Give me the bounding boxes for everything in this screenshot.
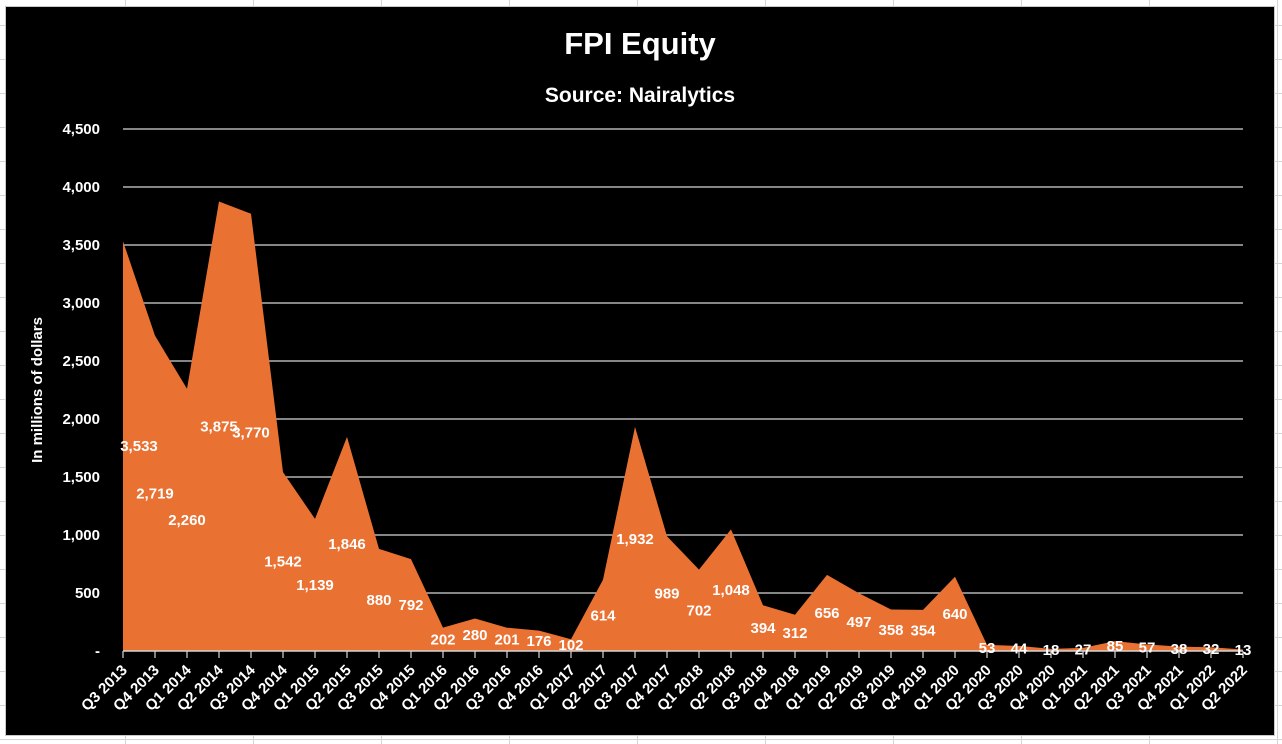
y-axis-tick-label: 3,000 — [62, 295, 100, 312]
data-label: 3,770 — [232, 424, 270, 441]
data-label: 1,932 — [616, 531, 654, 548]
data-label: 53 — [979, 640, 996, 657]
plot-area: - 500 1,000 1,500 2,000 2,500 3,000 3,500 4,000 4… — [29, 121, 1252, 715]
data-label: 57 — [1139, 640, 1156, 657]
data-label: 640 — [942, 606, 967, 623]
y-axis-tick-label: 1,000 — [62, 527, 100, 544]
data-label: 312 — [782, 625, 807, 642]
chart-container[interactable]: FPI Equity Source: Nairalytics - 500 1,000… — [5, 6, 1275, 736]
data-label: 201 — [494, 631, 519, 648]
data-label: 27 — [1075, 641, 1092, 658]
data-label: 44 — [1011, 640, 1028, 657]
data-label: 1,139 — [296, 577, 334, 594]
y-axis-tick-label: 1,500 — [62, 469, 100, 486]
data-label: 13 — [1235, 642, 1252, 659]
data-label: 102 — [558, 637, 583, 654]
chart-subtitle: Source: Nairalytics — [544, 84, 736, 107]
y-axis-tick-label: 3,500 — [62, 237, 100, 254]
data-label: 18 — [1043, 642, 1060, 659]
y-axis-tick-label: 2,500 — [62, 353, 100, 370]
data-label: 792 — [398, 597, 423, 614]
data-label: 394 — [750, 620, 776, 637]
chart-title: FPI Equity — [564, 26, 716, 61]
data-label: 614 — [590, 607, 616, 624]
data-label: 32 — [1203, 641, 1220, 658]
data-label: 1,048 — [712, 582, 750, 599]
data-label: 85 — [1107, 638, 1124, 655]
area-series[interactable] — [123, 201, 1243, 652]
data-label: 354 — [910, 623, 936, 640]
y-axis-tick-label: 4,500 — [62, 121, 100, 138]
data-label: 2,719 — [136, 485, 174, 502]
data-label: 1,846 — [328, 536, 366, 553]
data-label: 38 — [1171, 641, 1188, 658]
data-label: 656 — [814, 605, 839, 622]
y-axis-tick-label: - — [95, 643, 100, 660]
data-label: 3,533 — [120, 438, 158, 455]
data-label: 702 — [686, 602, 711, 619]
data-label: 176 — [526, 633, 551, 650]
data-label: 358 — [878, 622, 903, 639]
y-axis-tick-label: 4,000 — [62, 179, 100, 196]
data-label: 280 — [462, 627, 487, 644]
y-axis-tick-label: 2,000 — [62, 411, 100, 428]
data-label: 989 — [654, 586, 679, 603]
data-label: 2,260 — [168, 512, 206, 529]
data-label: 3,875 — [200, 418, 238, 435]
y-axis-tick-label: 500 — [75, 585, 100, 602]
data-label: 497 — [846, 614, 871, 631]
data-label: 880 — [366, 592, 391, 609]
y-axis-title: In millions of dollars — [29, 317, 46, 463]
data-label: 1,542 — [264, 554, 302, 571]
data-label: 202 — [430, 631, 455, 648]
